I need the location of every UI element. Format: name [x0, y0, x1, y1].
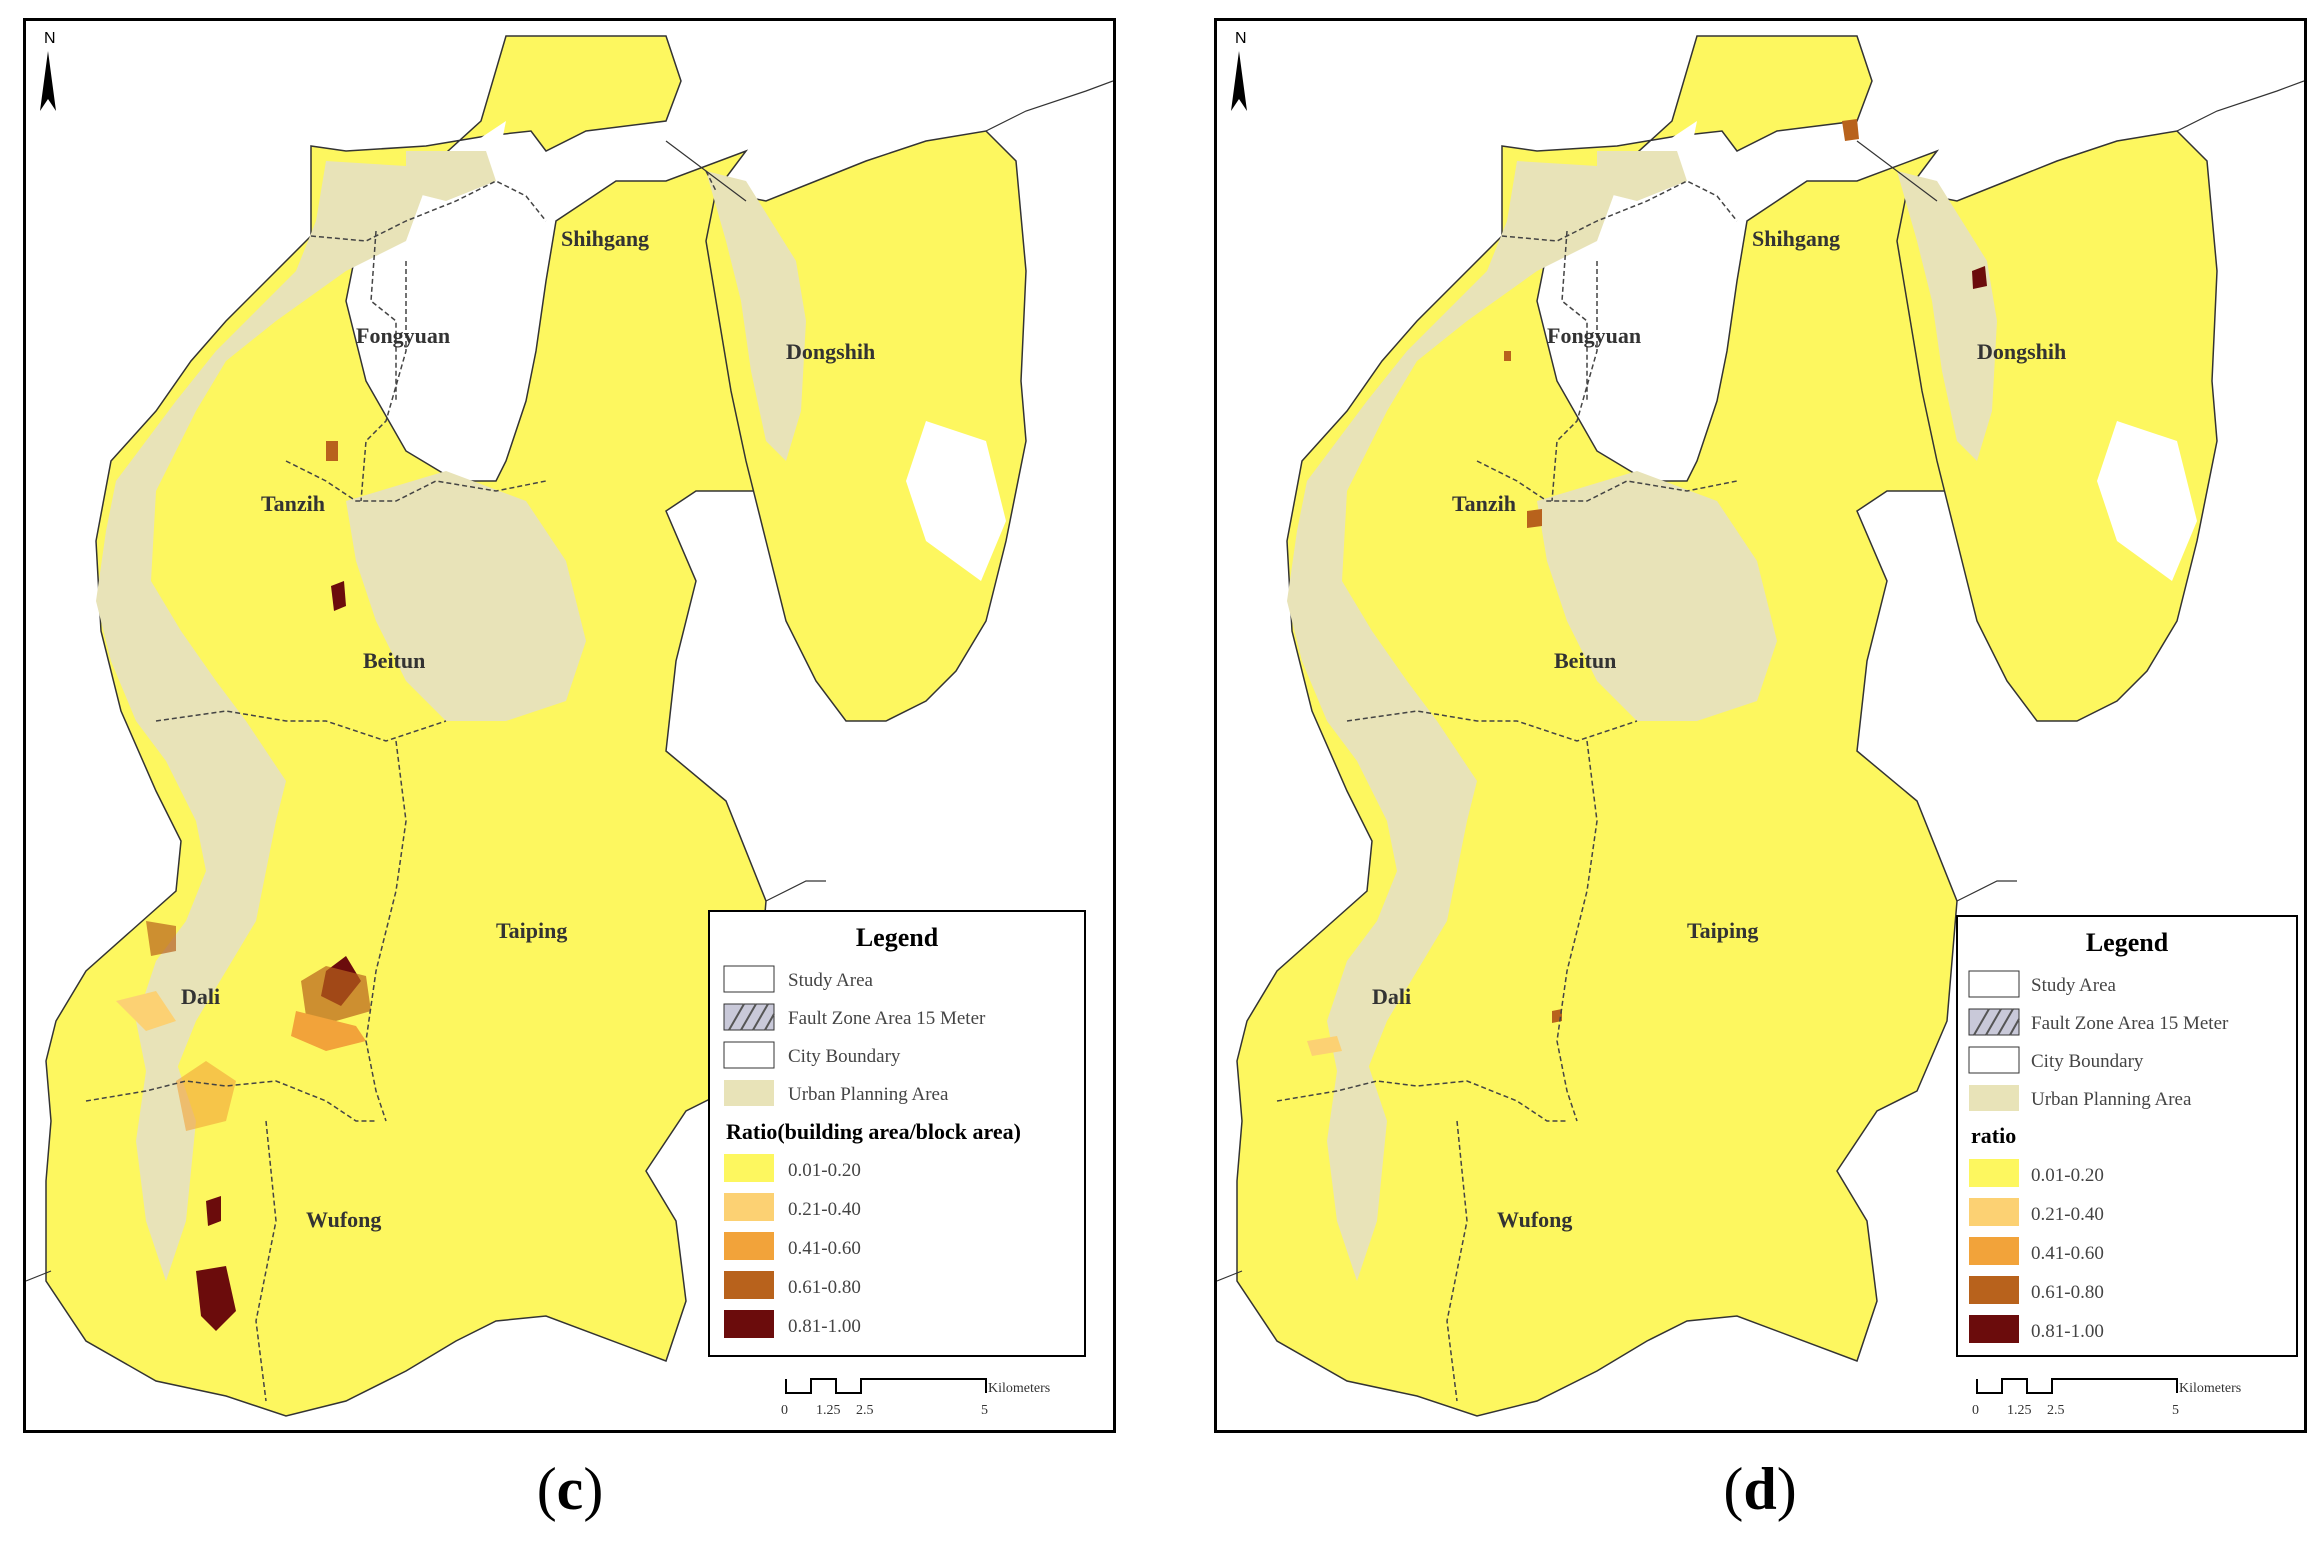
- ratio-patches: [1307, 119, 1987, 1056]
- legend-item-urban-planning: Urban Planning Area: [788, 1084, 949, 1105]
- external-lines: [26, 80, 1113, 1282]
- district-label-wufong: Wufong: [306, 1207, 381, 1232]
- panel-caption-d: (d): [1723, 1456, 1797, 1522]
- svg-text:0.41-0.60: 0.41-0.60: [2031, 1243, 2104, 1264]
- district-label-beitun: Beitun: [1554, 648, 1616, 673]
- legend-item-study-area: Study Area: [788, 970, 874, 991]
- district-label-taiping: Taiping: [1687, 918, 1758, 943]
- legend-ratio-title: Ratio(building area/block area): [726, 1119, 1021, 1144]
- ratio-patches: [116, 441, 371, 1331]
- svg-text:2.5: 2.5: [2047, 1403, 2065, 1418]
- svg-text:0.81-1.00: 0.81-1.00: [788, 1316, 861, 1337]
- urban-planning-areas: [96, 151, 806, 1281]
- city-boundaries: [85, 170, 717, 1402]
- svg-text:N: N: [1235, 30, 1247, 47]
- district-label-tanzih: Tanzih: [1452, 491, 1516, 516]
- district-label-shihgang: Shihgang: [1752, 226, 1840, 251]
- district-label-tanzih: Tanzih: [261, 491, 325, 516]
- legend-class-swatches: 0.01-0.20 0.21-0.40 0.41-0.60 0.61-0.80 …: [724, 1154, 861, 1338]
- scale-bar: 0 1.25 2.5 5 Kilometers: [781, 1378, 1050, 1418]
- svg-text:0.21-0.40: 0.21-0.40: [788, 1199, 861, 1220]
- urban-planning-areas: [1287, 151, 1997, 1281]
- study-area: [1236, 35, 1988, 1417]
- svg-text:0: 0: [781, 1403, 788, 1418]
- svg-text:0.21-0.40: 0.21-0.40: [2031, 1204, 2104, 1225]
- north-arrow-icon: N: [1231, 30, 1247, 111]
- district-label-dongshih: Dongshih: [786, 339, 875, 364]
- district-label-fongyuan: Fongyuan: [356, 323, 450, 348]
- map-canvas: N: [1217, 30, 2304, 1418]
- map-panel-d: N: [1214, 18, 2307, 1433]
- svg-text:2.5: 2.5: [856, 1403, 874, 1418]
- map-panel-c: N: [23, 18, 1116, 1433]
- legend-item-fault-zone: Fault Zone Area 15 Meter: [2031, 1013, 2229, 1034]
- svg-text:N: N: [44, 30, 56, 47]
- legend-title: Legend: [2086, 928, 2169, 957]
- svg-text:5: 5: [2172, 1403, 2179, 1418]
- map-canvas: N: [26, 30, 1113, 1418]
- legend: Legend Study Area Fault Zone Area 15 Met…: [1956, 915, 2298, 1357]
- svg-text:1.25: 1.25: [816, 1403, 841, 1418]
- svg-text:0: 0: [1972, 1403, 1979, 1418]
- legend-item-study-area: Study Area: [2031, 975, 2117, 996]
- legend-item-city-boundary: City Boundary: [788, 1046, 901, 1067]
- legend-title: Legend: [856, 923, 939, 952]
- panel-caption-c: (c): [536, 1456, 604, 1522]
- external-lines: [1217, 80, 2304, 1282]
- district-label-beitun: Beitun: [363, 648, 425, 673]
- district-label-dongshih: Dongshih: [1977, 339, 2066, 364]
- district-label-fongyuan: Fongyuan: [1547, 323, 1641, 348]
- svg-text:1.25: 1.25: [2007, 1403, 2032, 1418]
- district-label-dali: Dali: [1372, 984, 1411, 1009]
- district-label-wufong: Wufong: [1497, 1207, 1572, 1232]
- legend-item-city-boundary: City Boundary: [2031, 1051, 2144, 1072]
- svg-text:Kilometers: Kilometers: [988, 1381, 1050, 1396]
- district-label-taiping: Taiping: [496, 918, 567, 943]
- legend: Legend Study Area Fault Zone Area 15 Met…: [708, 910, 1086, 1357]
- scale-bar: 0 1.25 2.5 5 Kilometers: [1972, 1378, 2241, 1418]
- svg-text:0.61-0.80: 0.61-0.80: [788, 1277, 861, 1298]
- district-label-shihgang: Shihgang: [561, 226, 649, 251]
- north-arrow-icon: N: [40, 30, 56, 111]
- svg-text:0.41-0.60: 0.41-0.60: [788, 1238, 861, 1259]
- svg-text:0.01-0.20: 0.01-0.20: [2031, 1165, 2104, 1186]
- district-labels: Shihgang Dongshih Fongyuan Tanzih Beitun…: [181, 226, 875, 1232]
- svg-text:5: 5: [981, 1403, 988, 1418]
- city-boundaries: [1276, 180, 1738, 1402]
- legend-class-swatches: 0.01-0.20 0.21-0.40 0.41-0.60 0.61-0.80 …: [1969, 1159, 2104, 1343]
- district-labels: Shihgang Dongshih Fongyuan Tanzih Beitun…: [1372, 226, 2066, 1232]
- legend-ratio-title: ratio: [1971, 1123, 2016, 1148]
- legend-item-fault-zone: Fault Zone Area 15 Meter: [788, 1008, 986, 1029]
- svg-text:0.01-0.20: 0.01-0.20: [788, 1160, 861, 1181]
- svg-text:Kilometers: Kilometers: [2179, 1381, 2241, 1396]
- svg-text:0.61-0.80: 0.61-0.80: [2031, 1282, 2104, 1303]
- study-area: [45, 35, 797, 1417]
- svg-text:0.81-1.00: 0.81-1.00: [2031, 1321, 2104, 1342]
- district-label-dali: Dali: [181, 984, 220, 1009]
- legend-item-urban-planning: Urban Planning Area: [2031, 1089, 2192, 1110]
